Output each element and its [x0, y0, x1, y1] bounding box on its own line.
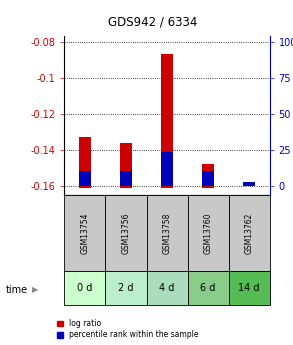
Bar: [146, 271, 188, 305]
Bar: [105, 195, 146, 271]
Bar: [105, 271, 146, 305]
Bar: [161, 152, 173, 186]
Bar: [79, 137, 91, 188]
Bar: [120, 142, 132, 188]
Bar: [202, 171, 214, 186]
Bar: [64, 271, 105, 305]
Bar: [161, 54, 173, 188]
Text: 6 d: 6 d: [200, 283, 216, 293]
Bar: [243, 182, 255, 186]
Text: GSM13754: GSM13754: [81, 212, 89, 254]
Legend: log ratio, percentile rank within the sample: log ratio, percentile rank within the sa…: [57, 319, 198, 339]
Bar: [120, 171, 132, 186]
Bar: [188, 195, 229, 271]
Text: 14 d: 14 d: [238, 283, 260, 293]
Bar: [64, 195, 105, 271]
Bar: [202, 164, 214, 188]
Text: GSM13756: GSM13756: [122, 212, 130, 254]
Bar: [188, 271, 229, 305]
Bar: [146, 195, 188, 271]
Text: time: time: [6, 285, 28, 295]
Text: 2 d: 2 d: [118, 283, 134, 293]
Text: ▶: ▶: [32, 285, 38, 294]
Text: 4 d: 4 d: [159, 283, 175, 293]
Text: GSM13758: GSM13758: [163, 212, 171, 254]
Bar: [229, 195, 270, 271]
Text: GDS942 / 6334: GDS942 / 6334: [108, 16, 197, 29]
Text: 0 d: 0 d: [77, 283, 93, 293]
Text: GSM13762: GSM13762: [245, 212, 253, 254]
Text: GSM13760: GSM13760: [204, 212, 212, 254]
Bar: [229, 271, 270, 305]
Bar: [79, 171, 91, 186]
